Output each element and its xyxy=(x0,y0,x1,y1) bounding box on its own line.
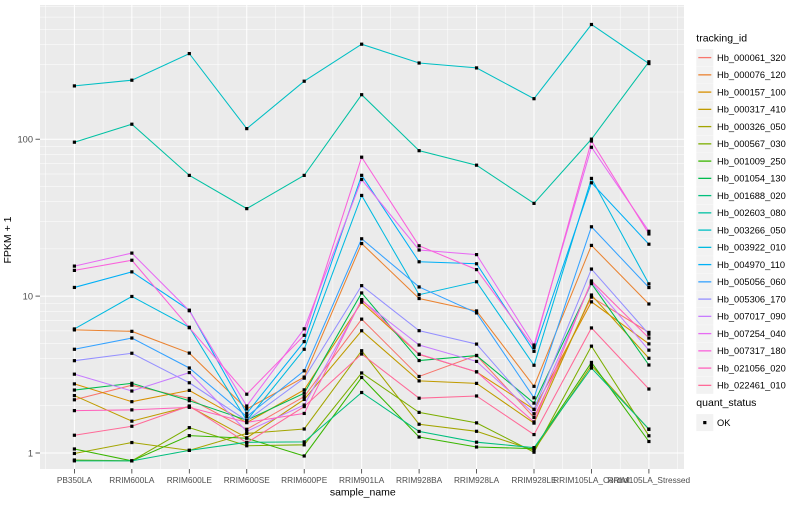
svg-text:Hb_000326_050: Hb_000326_050 xyxy=(717,122,786,132)
svg-text:RRIM600PE: RRIM600PE xyxy=(281,475,328,485)
svg-text:Hb_001054_130: Hb_001054_130 xyxy=(717,174,786,184)
svg-text:Hb_005056_060: Hb_005056_060 xyxy=(717,277,786,287)
svg-text:Hb_003266_050: Hb_003266_050 xyxy=(717,225,786,235)
svg-text:RRIM600SE: RRIM600SE xyxy=(224,475,271,485)
svg-text:tracking_id: tracking_id xyxy=(696,33,747,45)
svg-text:Hb_021056_020: Hb_021056_020 xyxy=(717,363,786,373)
svg-text:FPKM + 1: FPKM + 1 xyxy=(2,216,14,263)
svg-text:RRIM901LA: RRIM901LA xyxy=(339,475,385,485)
svg-text:Hb_000076_120: Hb_000076_120 xyxy=(717,70,786,80)
svg-text:Hb_007254_040: Hb_007254_040 xyxy=(717,329,786,339)
svg-text:quant_status: quant_status xyxy=(696,397,756,409)
svg-text:RRIM928LE: RRIM928LE xyxy=(511,475,557,485)
svg-text:OK: OK xyxy=(717,418,731,428)
svg-text:Hb_005306_170: Hb_005306_170 xyxy=(717,294,786,304)
svg-text:RRIM928LA: RRIM928LA xyxy=(454,475,500,485)
svg-text:10: 10 xyxy=(23,291,33,301)
svg-text:RRIM928BA: RRIM928BA xyxy=(396,475,443,485)
svg-text:Hb_003922_010: Hb_003922_010 xyxy=(717,243,786,253)
svg-text:1: 1 xyxy=(28,448,33,458)
svg-text:100: 100 xyxy=(17,135,33,145)
svg-text:Hb_001009_250: Hb_001009_250 xyxy=(717,156,786,166)
svg-text:Hb_004970_110: Hb_004970_110 xyxy=(717,260,785,270)
svg-text:PB350LA: PB350LA xyxy=(57,475,93,485)
svg-text:Hb_007317_180: Hb_007317_180 xyxy=(717,346,786,356)
svg-text:Hb_001688_020: Hb_001688_020 xyxy=(717,191,786,201)
svg-text:Hb_022461_010: Hb_022461_010 xyxy=(717,381,786,391)
svg-text:Hb_002603_080: Hb_002603_080 xyxy=(717,208,786,218)
svg-text:RRIM600LA: RRIM600LA xyxy=(109,475,155,485)
svg-text:sample_name: sample_name xyxy=(330,486,396,498)
svg-text:RRIM600LE: RRIM600LE xyxy=(167,475,213,485)
svg-text:Hb_000157_100: Hb_000157_100 xyxy=(717,87,786,97)
svg-text:Hb_000317_410: Hb_000317_410 xyxy=(717,105,786,115)
svg-text:Hb_007017_090: Hb_007017_090 xyxy=(717,312,786,322)
svg-text:Hb_000567_030: Hb_000567_030 xyxy=(717,139,786,149)
svg-text:RRIM105LA_Stressed: RRIM105LA_Stressed xyxy=(608,475,691,485)
svg-text:Hb_000061_320: Hb_000061_320 xyxy=(717,53,786,63)
